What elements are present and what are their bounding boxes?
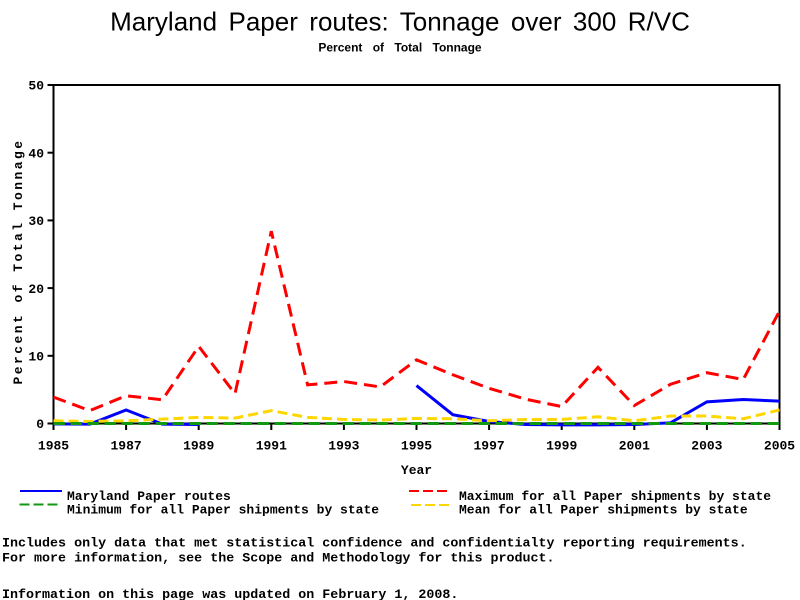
- svg-text:Maryland Paper routes: Tonnage: Maryland Paper routes: Tonnage over 300 …: [110, 6, 690, 36]
- svg-text:Maryland Paper routes: Maryland Paper routes: [67, 489, 231, 504]
- svg-text:Year: Year: [401, 463, 432, 478]
- svg-text:40: 40: [28, 146, 44, 161]
- svg-text:Percent of Total Tonnage: Percent of Total Tonnage: [318, 40, 482, 54]
- svg-text:1989: 1989: [183, 439, 214, 454]
- svg-text:1999: 1999: [546, 439, 577, 454]
- svg-text:1997: 1997: [473, 439, 504, 454]
- svg-text:0: 0: [36, 417, 44, 432]
- svg-text:2001: 2001: [619, 439, 650, 454]
- svg-text:For more information, see the: For more information, see the Scope and …: [2, 552, 555, 567]
- svg-text:20: 20: [28, 282, 44, 297]
- svg-text:50: 50: [28, 79, 44, 94]
- svg-text:Includes only data that met st: Includes only data that met statistical …: [2, 537, 747, 552]
- svg-text:10: 10: [28, 350, 44, 365]
- svg-text:1985: 1985: [38, 439, 69, 454]
- svg-text:Information on this page was u: Information on this page was updated on …: [2, 588, 458, 600]
- svg-text:Percent of Total Tonnage: Percent of Total Tonnage: [11, 138, 26, 384]
- svg-text:1995: 1995: [401, 439, 432, 454]
- svg-text:2003: 2003: [691, 439, 722, 454]
- svg-text:Mean for all Paper shipments b: Mean for all Paper shipments by state: [459, 503, 748, 518]
- svg-text:2005: 2005: [764, 439, 795, 454]
- svg-text:1987: 1987: [110, 439, 141, 454]
- svg-text:Minimum for all Paper shipment: Minimum for all Paper shipments by state: [67, 503, 379, 518]
- svg-text:1991: 1991: [256, 439, 287, 454]
- svg-text:30: 30: [28, 214, 44, 229]
- svg-text:1993: 1993: [328, 439, 359, 454]
- svg-text:Maximum for all Paper shipment: Maximum for all Paper shipments by state: [459, 489, 771, 504]
